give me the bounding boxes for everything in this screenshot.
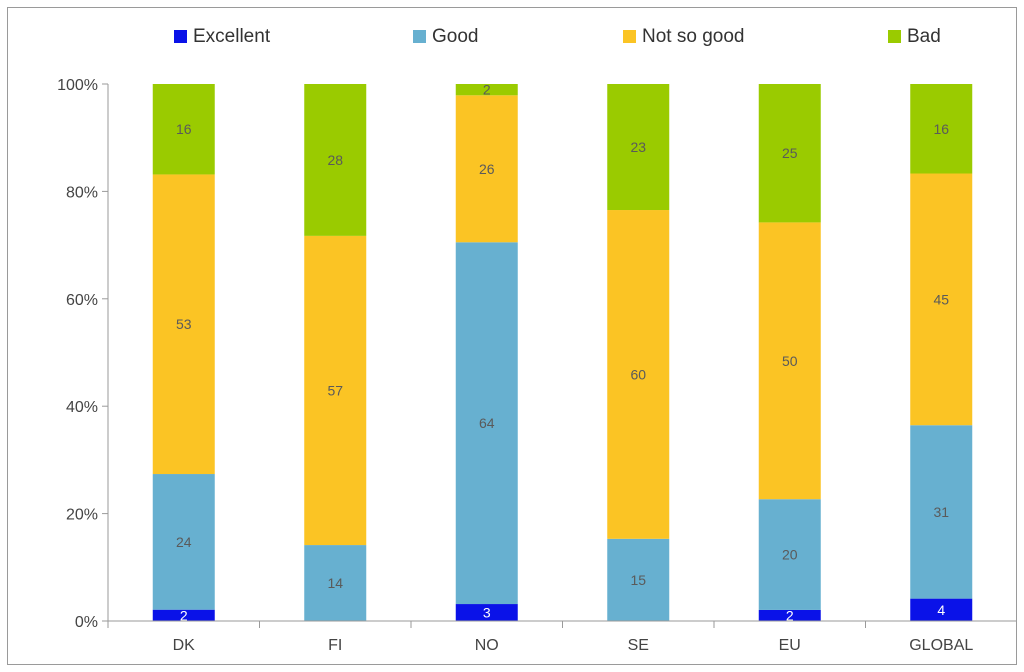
y-tick-label: 0% <box>75 614 98 631</box>
y-tick-label: 100% <box>57 77 98 94</box>
data-label: 2 <box>180 607 188 623</box>
y-tick-label: 40% <box>66 399 98 416</box>
bar-segment-bad <box>304 84 367 236</box>
chart-frame: Excellent Good Not so good Bad 2 24 53 16 14 57 2… <box>7 7 1018 665</box>
data-label: 20 <box>782 547 798 563</box>
legend-label: Not so good <box>642 26 744 47</box>
y-tick-label: 20% <box>66 507 98 524</box>
bar-segment-bad <box>910 84 973 174</box>
legend-swatch <box>623 30 636 43</box>
y-tick-label: 80% <box>66 184 98 201</box>
legend-label: Bad <box>907 26 941 47</box>
bar-segment-not-so-good <box>152 174 215 475</box>
bar-segment-not-so-good <box>304 235 367 546</box>
bar-stack-no: 3 64 26 2 <box>455 82 518 621</box>
bar-segment-bad <box>455 84 518 96</box>
bar-segment-not-so-good <box>455 95 518 243</box>
bar-segment-not-so-good <box>910 173 973 426</box>
bar-stack-dk: 2 24 53 16 <box>152 84 215 623</box>
data-label: 64 <box>479 415 495 431</box>
x-tick-label: EU <box>779 637 801 654</box>
x-tick-label: NO <box>475 637 499 654</box>
bar-segment-good <box>758 499 821 610</box>
bar-segment-bad <box>758 84 821 223</box>
data-label: 28 <box>327 152 343 168</box>
bar-segment-good <box>910 425 973 599</box>
bar-stack-fi: 14 57 28 <box>304 84 367 621</box>
bar-segment-excellent <box>758 609 821 621</box>
data-label: 3 <box>483 605 491 621</box>
legend-swatch <box>413 30 426 43</box>
legend-item-bad: Bad <box>888 26 941 47</box>
bar-segment-good <box>304 545 367 621</box>
bar-segment-not-so-good <box>758 222 821 500</box>
bar-segment-good <box>607 538 670 621</box>
bars: 2 24 53 16 14 57 28 3 64 26 2 15 60 23 2 20 50 25 4 31 45 16 <box>152 82 973 623</box>
data-label: 2 <box>786 607 794 623</box>
data-label: 4 <box>937 602 945 618</box>
bar-segment-excellent <box>910 598 973 621</box>
bar-segment-not-so-good <box>607 210 670 539</box>
bar-segment-good <box>152 474 215 610</box>
data-label: 15 <box>630 572 646 588</box>
axes: 0% 20% 40% 60% 80% 100% DK FI NO SE EU GLOBAL <box>57 77 1018 654</box>
legend-item-not-so-good: Not so good <box>623 26 744 47</box>
data-label: 24 <box>176 534 192 550</box>
legend-item-excellent: Excellent <box>174 26 271 47</box>
legend-swatch <box>888 30 901 43</box>
bar-segment-good <box>455 242 518 605</box>
x-tick-label: GLOBAL <box>909 637 973 654</box>
data-label: 31 <box>933 504 949 520</box>
bar-segment-bad <box>152 84 215 175</box>
legend: Excellent Good Not so good Bad <box>174 26 941 47</box>
data-label: 53 <box>176 316 192 332</box>
y-tick-label: 60% <box>66 292 98 309</box>
stacked-bar-chart: Excellent Good Not so good Bad 224531614572… <box>57 26 1018 654</box>
data-label: 45 <box>933 291 949 307</box>
x-tick-label: DK <box>173 637 196 654</box>
legend-label: Excellent <box>193 26 271 47</box>
bar-stack-global: 4 31 45 16 <box>910 84 973 621</box>
data-label: 16 <box>933 121 949 137</box>
data-label: 57 <box>327 382 343 398</box>
data-label: 26 <box>479 161 495 177</box>
data-label: 2 <box>483 82 491 98</box>
data-label: 50 <box>782 353 798 369</box>
legend-swatch <box>174 30 187 43</box>
data-label: 25 <box>782 145 798 161</box>
bar-segment-bad <box>607 84 670 211</box>
bar-stack-eu: 2 20 50 25 <box>758 84 821 623</box>
data-label: 14 <box>327 575 343 591</box>
bar-segment-excellent <box>455 604 518 621</box>
data-label: 60 <box>630 366 646 382</box>
bar-segment-excellent <box>152 609 215 621</box>
legend-item-good: Good <box>413 26 478 47</box>
data-label: 16 <box>176 121 192 137</box>
x-tick-label: SE <box>628 637 649 654</box>
data-label: 23 <box>630 139 646 155</box>
legend-label: Good <box>432 26 478 47</box>
bar-stack-se: 15 60 23 <box>607 84 670 621</box>
x-tick-label: FI <box>328 637 342 654</box>
